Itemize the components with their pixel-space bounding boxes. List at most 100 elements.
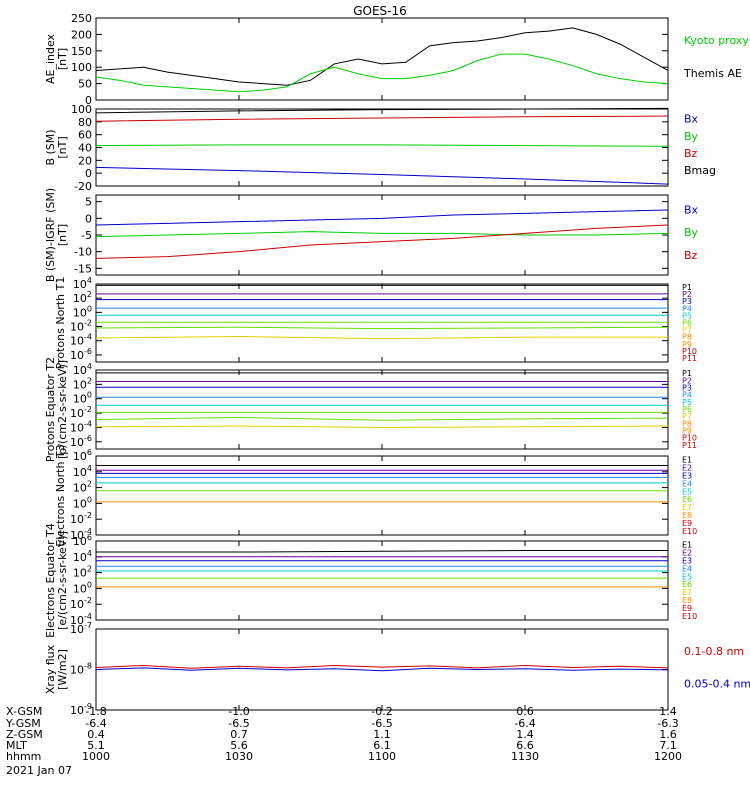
- legend-entry: E5: [682, 487, 692, 496]
- y-axis-label: Protons Equator T2[p/(cm2-s-sr-keV)]: [44, 357, 69, 462]
- tick-exponent: 4: [87, 362, 92, 371]
- y-tick-label: 100: [73, 304, 92, 319]
- series-bz: [95, 224, 669, 259]
- tick-exponent: -4: [84, 419, 92, 428]
- y-tick-label: 200: [71, 28, 92, 41]
- legend-entry: P5: [682, 311, 692, 320]
- y-axis-label: B (SM)[nT]: [44, 129, 69, 165]
- legend-entry: E8: [682, 511, 692, 520]
- tick-exponent: 4: [87, 464, 92, 473]
- series-0-05-0-4-nm: [95, 667, 669, 672]
- tick-base: 10: [73, 466, 87, 479]
- series-bz: [95, 115, 669, 122]
- series-by: [95, 144, 669, 147]
- y-tick-label: 102: [73, 290, 92, 305]
- tick-exponent: 6: [87, 533, 92, 542]
- plot-frame: [95, 455, 669, 536]
- panel-1: 250 200 150 100 50 0 AE_index[nT] Kyoto proxy A…: [44, 12, 750, 107]
- plot-frame: [95, 540, 669, 621]
- axis-row-value: 5.1: [87, 739, 105, 752]
- tick-base: 10: [73, 364, 87, 377]
- legend-entry: P11: [682, 354, 697, 363]
- axis-row-value: 1.6: [659, 728, 677, 741]
- tick-exponent: 4: [87, 549, 92, 558]
- axis-row-value: 6.1: [373, 739, 391, 752]
- axis-row-value: -0.2: [371, 705, 392, 718]
- tick-base: 10: [70, 349, 84, 362]
- axis-row-value: 1000: [82, 750, 110, 763]
- legend-entry: P3: [682, 297, 692, 306]
- legend-entry: E4: [682, 564, 692, 573]
- y-label-line: B (SM): [44, 129, 57, 165]
- axis-row-value: 0.4: [87, 728, 105, 741]
- legend-entry: By: [684, 226, 699, 239]
- series-p7: [95, 416, 669, 421]
- legend-entry: E4: [682, 479, 692, 488]
- y-tick-label: 100: [71, 61, 92, 74]
- y-label-line: Protons North T1: [54, 277, 67, 370]
- y-tick-label: 20: [78, 154, 92, 167]
- y-axis-label: Xray flux[W/m2]: [44, 644, 69, 694]
- y-tick-label: 40: [78, 142, 92, 155]
- tick-base: 10: [70, 704, 84, 717]
- legend-entry: Bmag: [684, 164, 716, 177]
- y-tick-label: 104: [73, 276, 92, 291]
- y-tick-label: -15: [74, 262, 92, 275]
- legend: Kyoto proxy AE Themis AE: [683, 34, 750, 80]
- axis-row-label: Y-GSM: [5, 717, 41, 730]
- y-tick-label: 0: [85, 212, 92, 225]
- y-axis-label: Electrons Equator T4[e/(cm2-s-sr-keV)]: [44, 523, 69, 638]
- tick-exponent: 0: [87, 495, 92, 504]
- legend: 0.1-0.8 nm 0.05-0.4 nm: [684, 645, 750, 690]
- legend-entry: P7: [682, 326, 692, 335]
- axis-row-label: Z-GSM: [6, 728, 43, 741]
- y-tick-label: 102: [73, 480, 92, 495]
- legend-entry: E7: [682, 588, 692, 597]
- tick-base: 10: [73, 582, 87, 595]
- y-label-line: Electrons North T3: [54, 444, 67, 546]
- tick-base: 10: [70, 623, 84, 636]
- y-tick-label: 10-2: [70, 511, 92, 526]
- tick-exponent: 0: [87, 391, 92, 400]
- legend-entry: E9: [682, 604, 692, 613]
- series-bx: [95, 209, 669, 226]
- legend-entry: P9: [682, 340, 692, 349]
- y-label-line: AE_index: [44, 33, 57, 84]
- tick-exponent: -9: [84, 702, 92, 711]
- axis-row-value: 7.1: [659, 739, 677, 752]
- axis-row-value: 0.7: [230, 728, 248, 741]
- y-label-unit: [nT]: [56, 136, 69, 158]
- tick-base: 10: [70, 513, 84, 526]
- tick-exponent: -2: [84, 596, 92, 605]
- y-label-line: B (SM)-IGRF (SM): [44, 188, 57, 282]
- axis-row-value: -6.5: [228, 717, 249, 730]
- tick-base: 10: [70, 321, 84, 334]
- legend-entry: P10: [682, 347, 697, 356]
- y-tick-label: 250: [71, 12, 92, 25]
- legend-entry: E1: [682, 456, 692, 465]
- legend-entry: P5: [682, 398, 692, 407]
- axis-row-value: -6.4: [85, 717, 106, 730]
- y-tick-label: 104: [73, 464, 92, 479]
- axis-row-value: -6.5: [371, 717, 392, 730]
- y-tick-label: 10-4: [70, 612, 92, 627]
- y-tick-label: 10-8: [70, 662, 92, 677]
- y-tick-label: 80: [78, 116, 92, 129]
- tick-exponent: -2: [84, 511, 92, 520]
- axis-row-value: 1.4: [659, 705, 677, 718]
- series-e1: [96, 549, 668, 553]
- legend-entry: E2: [682, 549, 692, 558]
- y-label-unit: [W/m2]: [56, 649, 69, 690]
- legend-entry: P1: [682, 369, 692, 378]
- tick-base: 10: [73, 378, 87, 391]
- y-tick-label: 10-2: [70, 405, 92, 420]
- x-axis-rows: X-GSM -1.8 -1.0 -0.2 0.6 1.4 Y-GSM -6.4 -6.5 -6.5…: [5, 705, 682, 763]
- tick-exponent: 2: [87, 376, 92, 385]
- legend-entry: P10: [682, 434, 697, 443]
- tick-base: 10: [70, 664, 84, 677]
- y-tick-label: 0: [85, 94, 92, 107]
